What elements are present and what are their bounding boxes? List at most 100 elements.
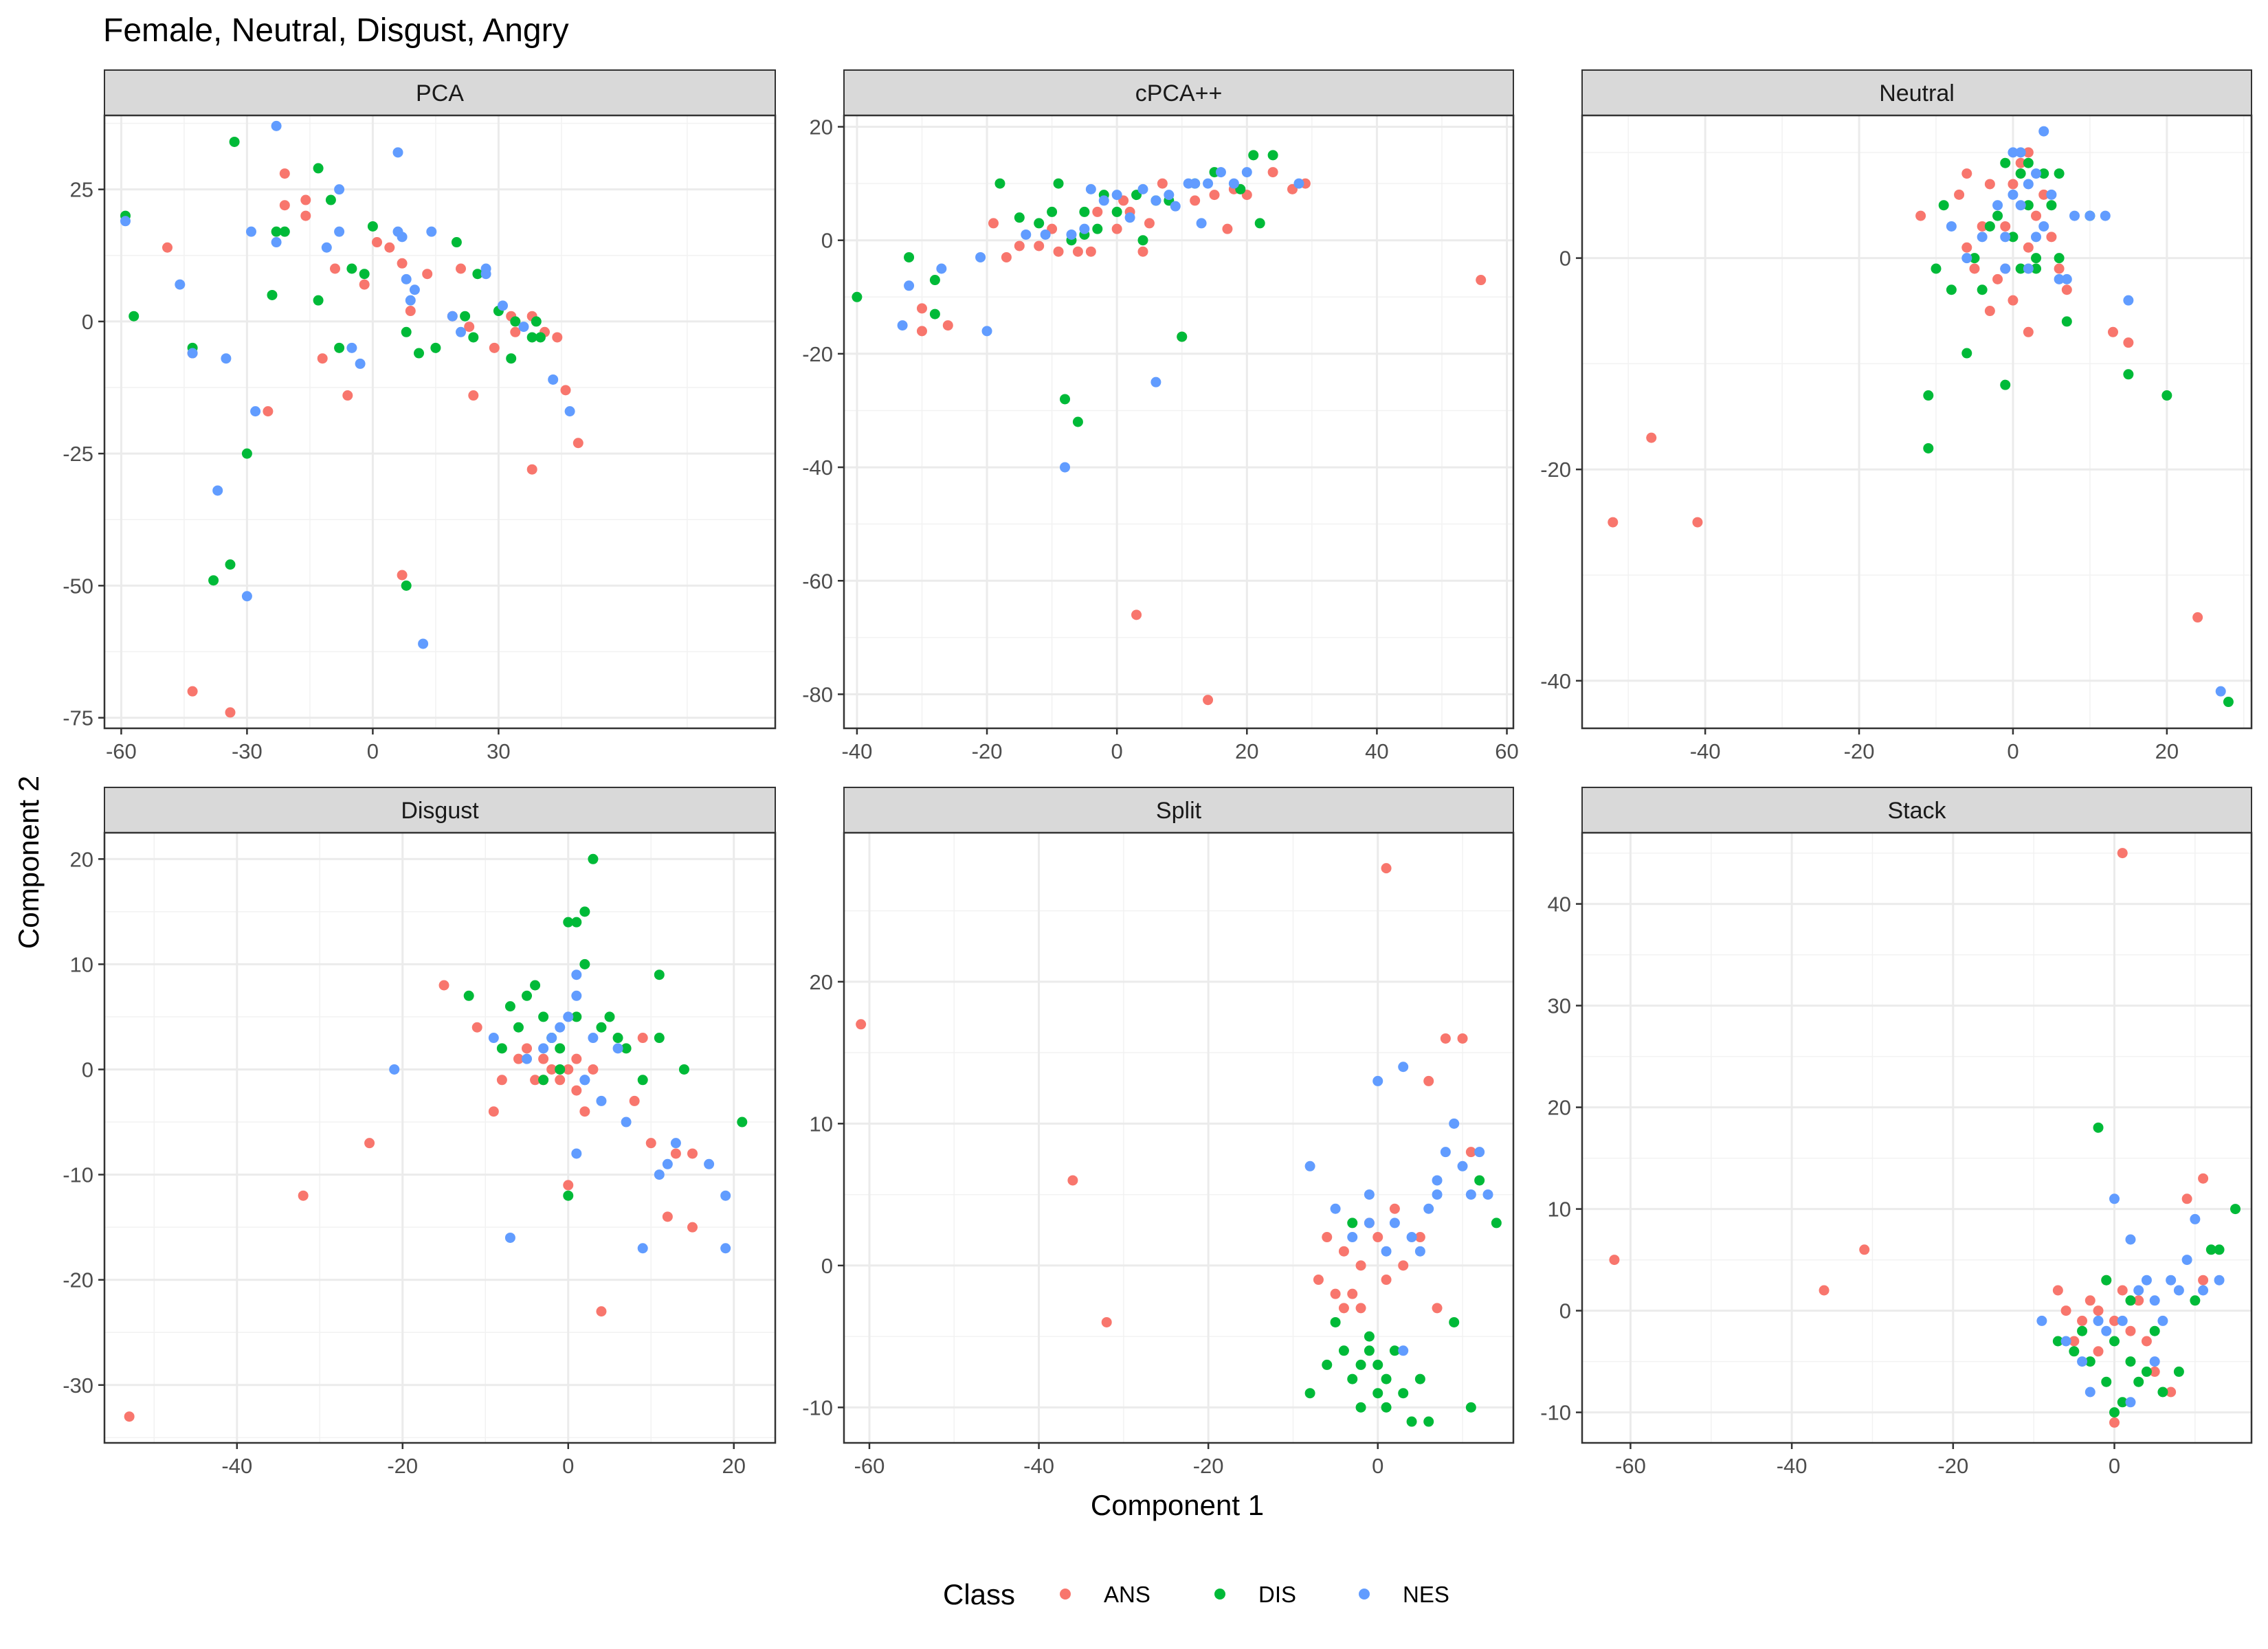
data-point-dis xyxy=(1474,1175,1485,1186)
data-point-nes xyxy=(1085,183,1096,194)
data-point-dis xyxy=(2000,157,2011,168)
data-point-dis xyxy=(1355,1402,1366,1413)
data-point-nes xyxy=(1079,223,1090,234)
data-point-ans xyxy=(579,1106,590,1117)
data-point-dis xyxy=(1137,235,1148,246)
data-point-nes xyxy=(662,1158,673,1169)
data-point-dis xyxy=(1347,1373,1358,1384)
x-tick-label: -30 xyxy=(232,739,263,763)
y-tick-label: -30 xyxy=(63,1373,93,1398)
data-point-dis xyxy=(1364,1345,1375,1356)
data-point-ans xyxy=(1819,1285,1830,1296)
y-tick-label: 10 xyxy=(70,952,93,976)
data-point-nes xyxy=(1414,1246,1425,1257)
data-point-ans xyxy=(1432,1303,1443,1314)
series-dis xyxy=(120,136,546,591)
data-point-ans xyxy=(300,194,311,205)
data-point-ans xyxy=(916,303,927,314)
data-point-ans xyxy=(342,390,353,401)
data-point-ans xyxy=(2038,189,2049,200)
data-point-dis xyxy=(654,969,665,980)
series-ans xyxy=(856,863,1476,1327)
x-tick-label: -20 xyxy=(387,1454,418,1478)
data-point-dis xyxy=(571,1011,582,1022)
data-point-dis xyxy=(531,316,542,327)
data-point-ans xyxy=(513,1053,524,1064)
x-tick-label: 60 xyxy=(1495,739,1518,763)
data-point-dis xyxy=(929,309,940,319)
data-point-nes xyxy=(936,263,947,274)
data-point-nes xyxy=(2038,126,2049,137)
x-tick-label: 0 xyxy=(1372,1454,1383,1478)
data-point-dis xyxy=(1047,206,1058,217)
data-point-nes xyxy=(2173,1285,2184,1296)
facet-strip-label: Stack xyxy=(1887,798,1946,824)
data-point-nes xyxy=(1021,229,1032,240)
data-point-nes xyxy=(579,1075,590,1086)
data-point-ans xyxy=(263,406,274,417)
data-point-nes xyxy=(2100,210,2111,221)
y-tick-label: -20 xyxy=(1540,458,1571,482)
data-point-dis xyxy=(367,221,378,232)
data-point-dis xyxy=(604,1011,615,1022)
y-tick-label: 10 xyxy=(1548,1198,1571,1222)
data-point-dis xyxy=(555,1064,566,1075)
data-point-nes xyxy=(1482,1189,1493,1200)
data-point-dis xyxy=(563,917,574,928)
panel-border xyxy=(1581,114,2253,730)
x-tick-label: 0 xyxy=(1111,739,1123,763)
data-point-dis xyxy=(1034,218,1045,229)
series-ans xyxy=(162,168,583,718)
data-point-nes xyxy=(2117,1315,2128,1326)
data-point-dis xyxy=(1014,212,1025,223)
data-point-ans xyxy=(2107,326,2118,337)
data-point-ans xyxy=(1646,432,1657,443)
data-point-dis xyxy=(2015,263,2026,274)
data-point-dis xyxy=(1248,150,1259,161)
data-point-nes xyxy=(334,226,345,237)
data-point-ans xyxy=(187,686,198,697)
series-ans xyxy=(1608,147,2203,623)
y-tick-label: -40 xyxy=(1540,669,1571,693)
data-point-ans xyxy=(2198,1275,2209,1286)
legend: Class ANS DIS NES xyxy=(943,1578,1449,1611)
data-point-dis xyxy=(2117,1397,2128,1408)
data-point-nes xyxy=(2125,1397,2136,1408)
y-tick-label: 0 xyxy=(1559,247,1571,271)
data-point-dis xyxy=(2214,1244,2225,1255)
y-tick-label: 10 xyxy=(810,1112,833,1136)
data-point-ans xyxy=(687,1148,698,1159)
data-point-nes xyxy=(2000,263,2011,274)
data-point-ans xyxy=(670,1148,681,1159)
data-point-dis xyxy=(2054,253,2065,264)
data-point-ans xyxy=(124,1411,135,1422)
data-point-dis xyxy=(2157,1387,2168,1398)
data-point-nes xyxy=(1060,462,1071,473)
x-tick-label: 40 xyxy=(1365,739,1388,763)
y-tick-label: -10 xyxy=(1540,1401,1571,1425)
data-point-dis xyxy=(1984,221,1995,232)
legend-label: ANS xyxy=(1104,1582,1150,1607)
data-point-nes xyxy=(2054,273,2065,284)
data-point-nes xyxy=(1992,200,2003,211)
data-point-dis xyxy=(1364,1331,1375,1342)
data-point-ans xyxy=(1381,1275,1392,1286)
series-nes xyxy=(897,167,1304,473)
data-point-dis xyxy=(737,1117,748,1128)
data-point-ans xyxy=(2077,1315,2088,1326)
data-point-dis xyxy=(1254,218,1265,229)
legend-label: NES xyxy=(1403,1582,1449,1607)
series-nes xyxy=(1946,126,2226,697)
data-point-ans xyxy=(1609,1255,1620,1266)
data-point-nes xyxy=(555,1022,566,1033)
data-point-ans xyxy=(1423,1075,1434,1086)
data-point-dis xyxy=(612,1033,623,1044)
y-tick-label: -10 xyxy=(802,1395,833,1420)
data-point-ans xyxy=(496,1075,507,1086)
data-point-nes xyxy=(538,1043,549,1054)
x-tick-label: 0 xyxy=(562,1454,574,1478)
x-tick-label: -40 xyxy=(1777,1454,1808,1478)
data-point-nes xyxy=(1124,212,1135,223)
data-point-dis xyxy=(2031,253,2042,264)
data-point-nes xyxy=(397,232,408,243)
